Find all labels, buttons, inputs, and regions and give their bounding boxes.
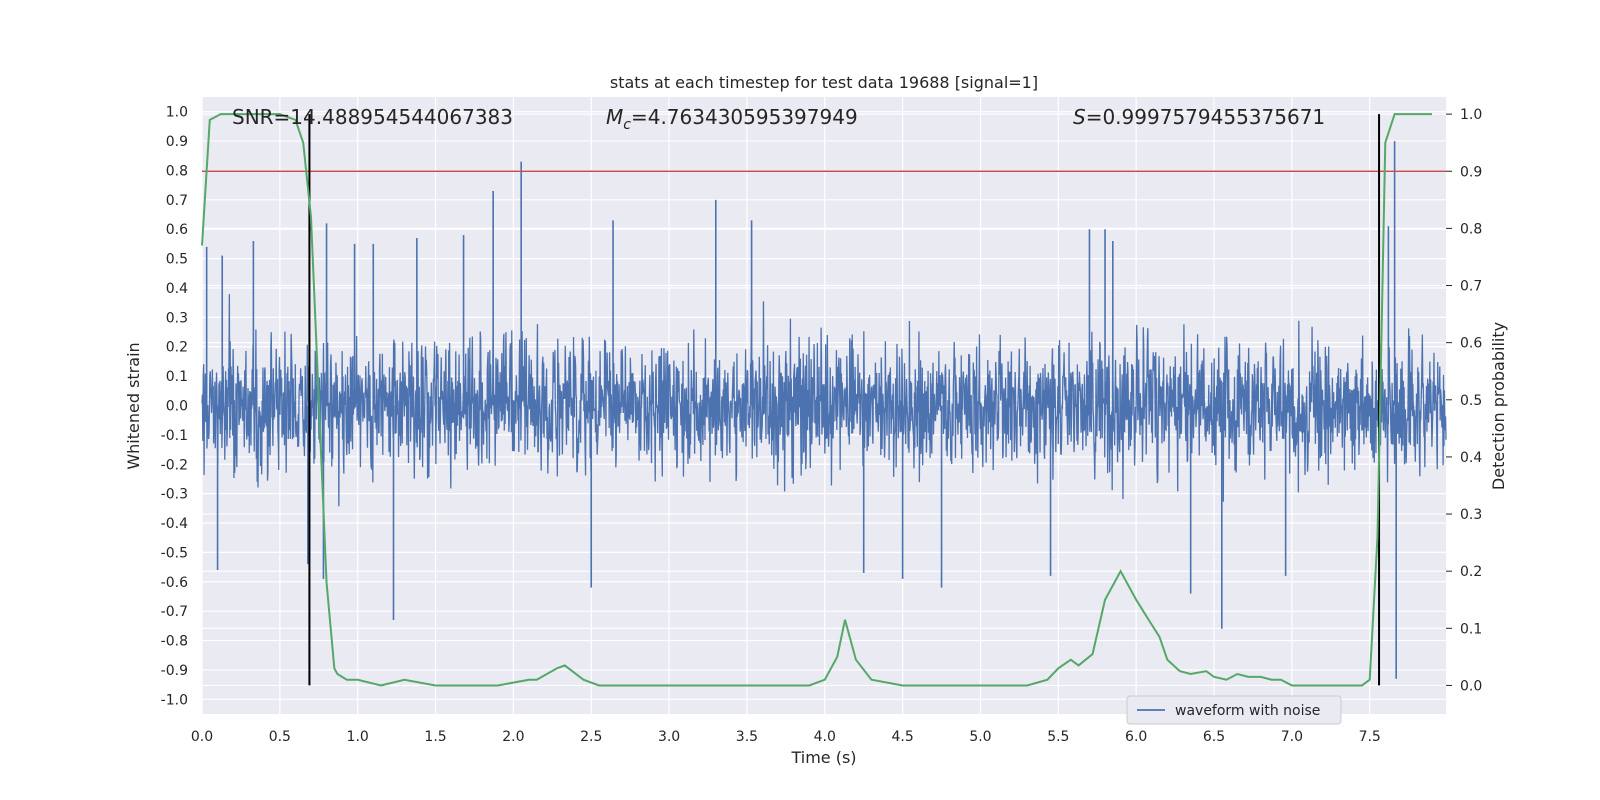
x-tick-label: 1.5 (424, 729, 446, 745)
chirp-mass-annotation: Mc=4.763430595397949 (606, 105, 858, 133)
y-tick-label: -0.2 (161, 457, 188, 473)
x-tick-label: 4.5 (891, 729, 913, 745)
legend: waveform with noise (1126, 695, 1342, 725)
y-tick-label: 0.5 (166, 252, 188, 268)
y-tick-label: 0.4 (166, 281, 188, 297)
probability-line (201, 113, 1432, 687)
mc-subscript: c (623, 117, 631, 133)
x-tick-label: 6.0 (1125, 729, 1147, 745)
y-tick-label: 0.3 (166, 310, 188, 326)
y2-tick-label: 0.7 (1460, 279, 1482, 295)
y2-tick-label: 0.8 (1460, 221, 1482, 237)
y2-tick-label: 0.5 (1460, 393, 1482, 409)
y2-tick-label: 0.4 (1460, 450, 1482, 466)
waveform-series (201, 141, 1447, 679)
s-value: =0.9997579455375671 (1086, 105, 1325, 129)
score-annotation: S=0.9997579455375671 (1073, 105, 1325, 129)
y-tick-label: 0.7 (166, 193, 188, 209)
x-tick-label: 4.0 (814, 729, 836, 745)
y2-tick-label: 0.9 (1460, 164, 1482, 180)
mc-value: =4.763430595397949 (631, 105, 858, 129)
y2-tick-label: 0.6 (1460, 336, 1482, 352)
y2-axis-label: Detection probability (1489, 322, 1508, 490)
x-tick-label: 1.0 (347, 729, 369, 745)
y-tick-label: -0.5 (161, 545, 188, 561)
tick-labels: 0.0 0.5 1.0 1.5 2.0 2.5 3.0 3.5 4.0 4.5 5.0 5.5 6.0 6… (161, 105, 1483, 745)
y-tick-label: -0.7 (161, 604, 188, 620)
x-tick-label: 6.5 (1203, 729, 1225, 745)
y-tick-label: 0.8 (166, 163, 188, 179)
y-tick-label: -0.4 (161, 516, 188, 532)
y-tick-label: -0.8 (161, 634, 188, 650)
x-tick-label: 0.0 (191, 729, 213, 745)
y-tick-label: 0.2 (166, 340, 188, 356)
mc-symbol: M (606, 105, 623, 129)
y2-tick-label: 0.0 (1460, 678, 1482, 694)
y-tick-label: -0.1 (161, 428, 188, 444)
y2-tick-label: 1.0 (1460, 107, 1482, 123)
y-axis-label: Whitened strain (124, 342, 143, 469)
x-tick-label: 3.5 (736, 729, 758, 745)
y-tick-label: 0.0 (166, 399, 188, 415)
x-tick-label: 5.5 (1047, 729, 1069, 745)
y-tick-label: -0.6 (161, 575, 188, 591)
y-tick-label: 0.6 (166, 222, 188, 238)
y2-tick-label: 0.2 (1460, 564, 1482, 580)
x-tick-label: 7.0 (1281, 729, 1303, 745)
x-tick-label: 3.0 (658, 729, 680, 745)
s-symbol: S (1073, 105, 1086, 129)
y-tick-label: 0.1 (166, 369, 188, 385)
x-tick-label: 7.5 (1359, 729, 1381, 745)
legend-box (1126, 695, 1342, 725)
x-tick-label: 5.0 (969, 729, 991, 745)
probability-series (201, 113, 1432, 687)
x-tick-label: 2.5 (580, 729, 602, 745)
y2-tick-label: 0.1 (1460, 621, 1482, 637)
y-tick-label: -0.3 (161, 487, 188, 503)
legend-label: waveform with noise (1175, 703, 1320, 719)
snr-annotation: SNR=14.488954544067383 (232, 105, 513, 129)
x-tick-label: 0.5 (269, 729, 291, 745)
x-axis-label: Time (s) (790, 748, 856, 767)
y-tick-label: 1.0 (166, 105, 188, 121)
y-tick-label: -0.9 (161, 663, 188, 679)
x-tick-label: 2.0 (502, 729, 524, 745)
y-tick-label: 0.9 (166, 134, 188, 150)
waveform-line (201, 294, 1447, 507)
y-tick-label: -1.0 (161, 692, 188, 708)
y2-tick-label: 0.3 (1460, 507, 1482, 523)
chart-title: stats at each timestep for test data 196… (610, 73, 1038, 92)
